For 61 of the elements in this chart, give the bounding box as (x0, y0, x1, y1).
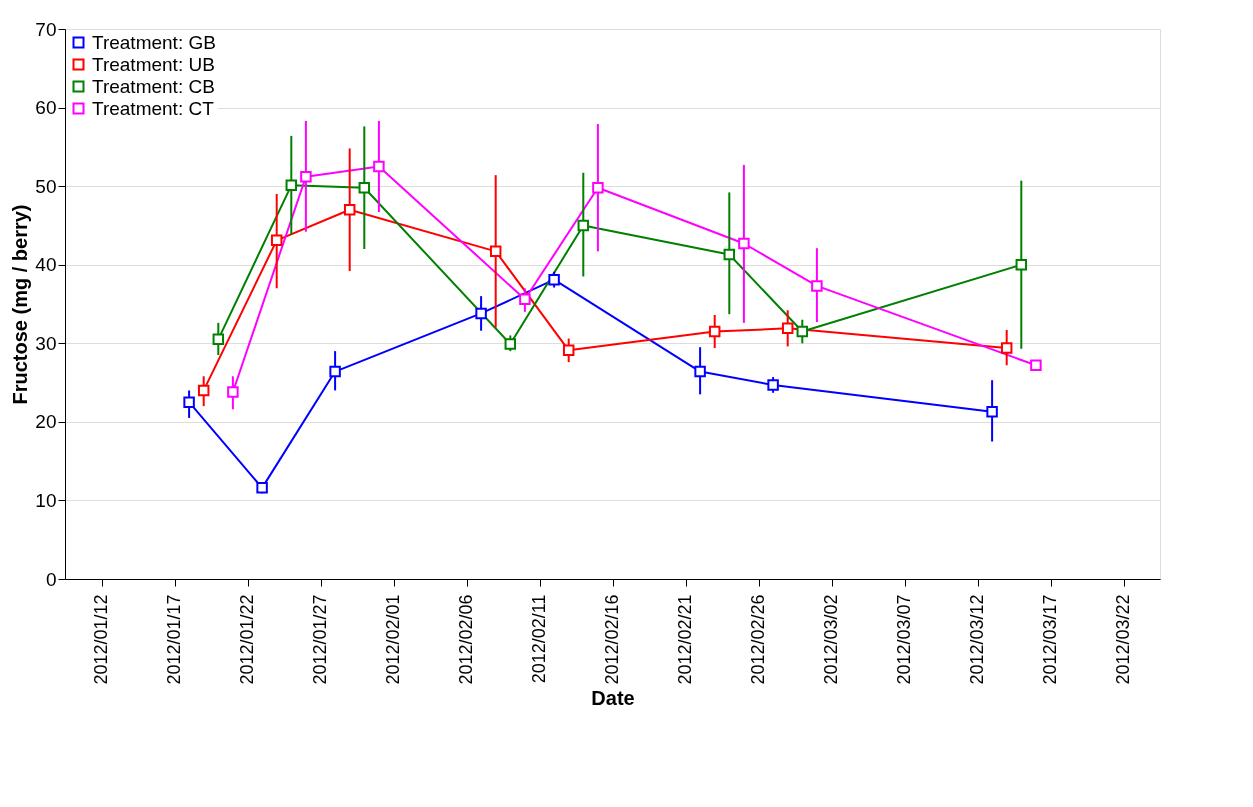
point (781, 322, 794, 335)
x-tick-label: 2012/02/01 (383, 594, 403, 685)
point (300, 170, 312, 183)
point (562, 344, 575, 357)
point (475, 307, 487, 320)
legend-label: Treatment: GB (92, 31, 216, 53)
point (256, 482, 268, 494)
point (577, 219, 590, 232)
point (285, 179, 298, 192)
x-tick-label: 2012/03/22 (1113, 594, 1133, 685)
point (1015, 258, 1028, 271)
x-tick-label: 2012/02/06 (456, 594, 476, 685)
y-tick-label: 20 (35, 411, 57, 433)
point (373, 160, 385, 173)
x-tick-label: 2012/02/26 (748, 594, 768, 685)
point (343, 203, 356, 216)
point (227, 386, 239, 398)
point (986, 405, 998, 418)
point (270, 234, 283, 247)
x-tick-label: 2012/01/17 (164, 594, 184, 685)
x-axis-title: Date (591, 686, 635, 709)
point (796, 325, 809, 338)
legend-label: Treatment: CT (92, 97, 215, 119)
x-tick-label: 2012/01/22 (237, 594, 257, 685)
x-tick-label: 2012/03/17 (1040, 594, 1060, 685)
point (197, 384, 210, 397)
y-tick-label: 40 (35, 254, 57, 276)
x-tick-label: 2012/02/16 (602, 594, 622, 685)
point (519, 293, 531, 306)
point (767, 379, 779, 391)
point (504, 338, 517, 350)
point (183, 396, 195, 408)
x-tick-label: 2012/03/07 (894, 594, 914, 685)
y-tick-label: 50 (35, 175, 57, 197)
y-tick-label: 10 (35, 489, 57, 511)
x-tick-label: 2012/01/12 (91, 594, 111, 685)
point (738, 237, 750, 250)
point (592, 181, 604, 194)
point (358, 181, 371, 194)
point (694, 365, 706, 378)
legend-label: Treatment: CB (92, 75, 215, 97)
x-tick-label: 2012/01/27 (310, 594, 330, 685)
point (1030, 359, 1042, 372)
legend-label: Treatment: UB (92, 53, 215, 75)
x-tick-label: 2012/03/12 (967, 594, 987, 685)
point (1000, 342, 1013, 354)
x-tick-label: 2012/03/02 (821, 594, 841, 685)
point (708, 325, 721, 338)
y-axis-title: Fructose (mg / berry) (9, 204, 32, 405)
y-tick-label: 60 (35, 97, 57, 119)
point (329, 365, 341, 378)
point (489, 245, 502, 258)
y-tick-label: 70 (35, 18, 57, 40)
y-tick-label: 30 (35, 332, 57, 354)
x-tick-label: 2012/02/21 (675, 594, 695, 685)
point (212, 333, 225, 346)
point (811, 280, 823, 292)
x-tick-label: 2012/02/11 (529, 594, 549, 684)
y-tick-label: 0 (45, 568, 57, 590)
point (548, 273, 560, 286)
point (723, 248, 736, 261)
